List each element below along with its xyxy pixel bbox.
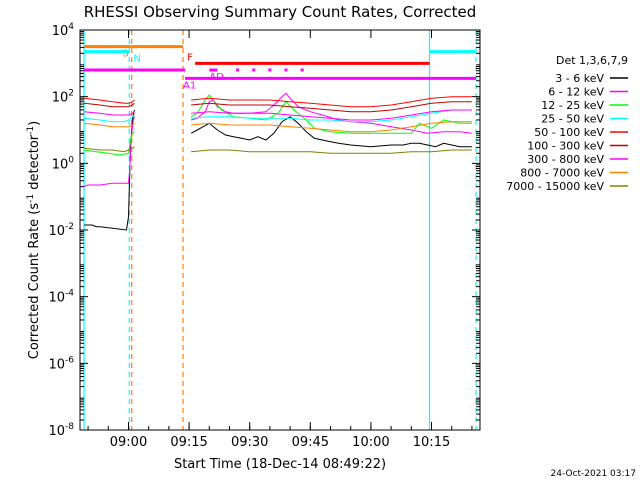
flag-label-a1: A1 [183, 80, 196, 91]
series-line-6-b [191, 109, 472, 121]
x-tick-label-3: 09:45 [292, 435, 329, 450]
y-tick-label-4: 10-4 [48, 289, 74, 306]
flag-bars: SNFADA1 [84, 45, 476, 91]
x-tick-label-0: 09:00 [110, 435, 147, 450]
series-line-2-a [83, 131, 135, 156]
plot-area [80, 30, 480, 430]
series-line-1-a [83, 116, 135, 188]
x-tick-label-4: 10:00 [352, 435, 389, 450]
flag-label-s: S [122, 49, 128, 60]
series-line-7-b [191, 121, 472, 133]
y-tick-label-1: 102 [52, 89, 74, 106]
x-tick-label-2: 09:30 [231, 435, 268, 450]
flag-label-n: N [133, 54, 140, 65]
chart-title: RHESSI Observing Summary Count Rates, Co… [84, 3, 477, 21]
legend-label-7: 800 - 7000 keV [520, 167, 604, 180]
x-tick-label-1: 09:15 [170, 435, 207, 450]
series-line-7-a [83, 122, 135, 128]
series-line-4-b [191, 96, 472, 108]
legend-label-4: 50 - 100 keV [534, 126, 604, 139]
series-lines [83, 92, 472, 231]
axes: 09:00 09:15 09:30 09:45 10:00 10:15 104 102 100 1… [48, 22, 481, 450]
y-tick-label-2: 100 [52, 155, 75, 172]
series-line-0-a [84, 109, 135, 231]
series-line-2-b [190, 94, 472, 134]
legend-label-2: 12 - 25 keV [541, 99, 604, 112]
footer-date: 24-Oct-2021 03:17 [551, 469, 636, 479]
y-tick-label-3: 10-2 [48, 222, 74, 239]
legend-title: Det 1,3,6,7,9 [556, 54, 628, 67]
legend-label-3: 25 - 50 keV [541, 113, 604, 126]
ad-dot-3 [284, 68, 288, 72]
ad-dot-2 [268, 68, 272, 72]
series-line-8-a [83, 146, 135, 153]
series-line-8-b [191, 149, 472, 154]
series-line-3-b [191, 109, 472, 123]
y-tick-label-0: 104 [52, 22, 75, 39]
x-axis-label: Start Time (18-Dec-14 08:49:22) [174, 457, 386, 472]
series-line-5-b [191, 101, 472, 113]
series-line-3-a [83, 114, 135, 123]
legend-label-1: 6 - 12 keV [548, 86, 604, 99]
legend-label-5: 100 - 300 keV [527, 140, 604, 153]
y-tick-label-5: 10-6 [48, 355, 74, 372]
ad-dot-4 [300, 68, 304, 72]
legend-label-8: 7000 - 15000 keV [506, 180, 604, 193]
legend-label-0: 3 - 6 keV [555, 72, 604, 85]
series-line-5-a [83, 102, 135, 108]
ad-dot-1 [252, 68, 256, 72]
series-line-4-a [83, 97, 135, 104]
series-line-6-a [83, 111, 135, 116]
legend-label-6: 300 - 800 keV [527, 153, 604, 166]
ad-dot-0 [236, 68, 240, 72]
flag-label-f: F [187, 52, 193, 63]
y-axis-label: Corrected Count Rate (s-1 detector-1) [26, 121, 42, 359]
series-line-0-b [190, 116, 472, 148]
plot-background [80, 30, 480, 430]
x-tick-label-5: 10:15 [413, 435, 450, 450]
y-tick-label-6: 10-8 [48, 422, 74, 439]
